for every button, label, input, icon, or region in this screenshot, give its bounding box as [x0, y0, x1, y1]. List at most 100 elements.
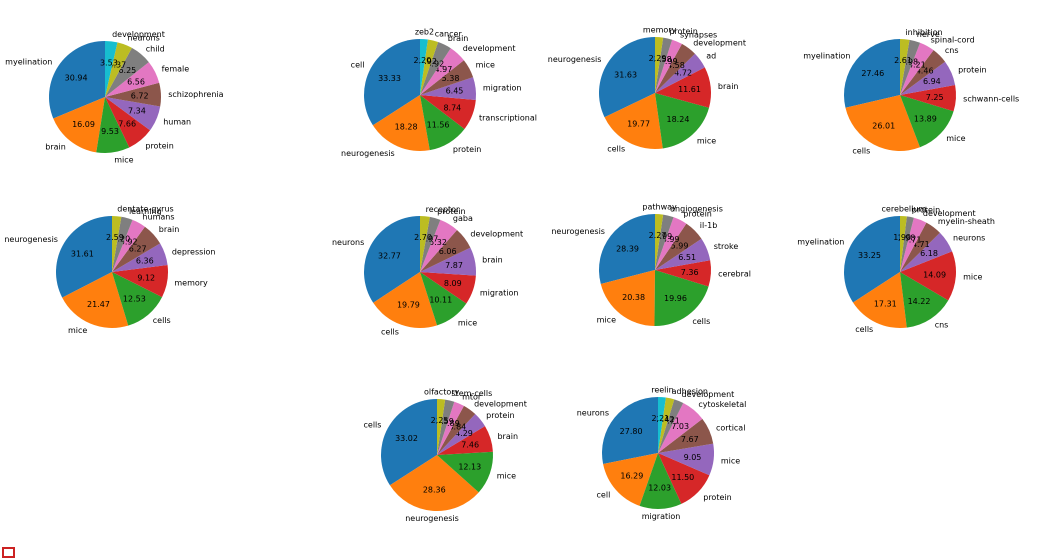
pie-slice-cells — [380, 399, 437, 486]
slice-value: 7.67 — [681, 435, 699, 444]
slice-label: development — [693, 38, 746, 47]
pie-slice-neurogenesis — [56, 216, 112, 298]
slice-label: dentate-gyrus — [117, 205, 173, 214]
slice-value: 6.56 — [127, 77, 145, 86]
pie-slice-neurogenesis — [598, 214, 655, 284]
slice-label: olfactory — [424, 388, 460, 397]
slice-label: human — [163, 118, 191, 127]
slice-value: 6.51 — [678, 253, 696, 262]
slice-value: 2.42 — [657, 415, 675, 424]
slice-value: 28.36 — [423, 485, 446, 494]
pie-slice-il-1b — [655, 223, 702, 270]
pie-slice-migration — [639, 453, 682, 509]
pie-slice-cells — [845, 95, 920, 152]
pie-slice-brain — [420, 42, 451, 95]
slice-value: 5.38 — [442, 74, 460, 83]
slice-value: 7.25 — [926, 93, 944, 102]
slice-label: mice — [497, 472, 516, 481]
slice-value: 8.09 — [444, 279, 462, 288]
slice-value: 12.53 — [123, 294, 146, 303]
pie-slice-brain — [420, 247, 477, 276]
pie-slice-mice — [600, 270, 655, 326]
slice-value: 2.89 — [442, 419, 460, 428]
pie-slice-brain — [53, 97, 105, 153]
pie-slice-cns — [900, 272, 949, 328]
slice-value: 18.28 — [395, 123, 418, 132]
pie-slice-cerebellum — [900, 216, 907, 272]
pie-slice-protein — [900, 61, 956, 95]
slice-value: 19.79 — [397, 301, 420, 310]
slice-label: humans — [142, 212, 174, 221]
pie-slice-development — [658, 399, 684, 453]
slice-value: 5.32 — [429, 238, 447, 247]
pie-slice-migration — [420, 77, 476, 101]
slice-value: 5.99 — [671, 241, 689, 250]
slice-label: development — [474, 400, 527, 409]
slice-label: mtor — [462, 393, 482, 402]
slice-value: 26.01 — [872, 121, 895, 130]
slice-label: neurons — [127, 34, 159, 43]
pie-slice-mice — [655, 93, 710, 149]
slice-value: 19.77 — [627, 119, 650, 128]
slice-value: 2.21 — [652, 414, 670, 423]
slice-value: 4.46 — [916, 66, 934, 75]
slice-value: 8.74 — [443, 103, 461, 112]
slice-label: cell — [597, 490, 611, 499]
pie-slice-mice — [420, 60, 474, 95]
pie-slice-angiogenesis — [655, 214, 674, 270]
slice-label: mice — [458, 318, 477, 327]
slice-value: 7.03 — [671, 422, 689, 431]
slice-label: depression — [172, 247, 216, 256]
slice-label: memory — [643, 26, 677, 35]
slice-label: brain — [45, 143, 66, 152]
slice-label: cells — [381, 327, 399, 336]
slice-value: 30.94 — [65, 74, 88, 83]
pie-slice-development — [105, 41, 118, 97]
slice-label: cells — [364, 420, 382, 429]
slice-label: adhesion — [672, 387, 708, 396]
slice-label: cortical — [716, 423, 745, 432]
slice-value: 7.66 — [118, 120, 136, 129]
slice-label: il-1b — [700, 221, 718, 230]
pie-chart-7: 28.39 neurogenesis 20.38 mice 19.96 cells 7.36… — [505, 165, 805, 379]
slice-value: 3.99 — [662, 235, 680, 244]
pie-slice-cell — [364, 39, 420, 126]
pie-slice-child — [105, 47, 149, 97]
slice-value: 6.06 — [439, 247, 457, 256]
pie-slice-stroke — [655, 238, 711, 270]
slice-value: 6.72 — [131, 91, 149, 100]
slice-value: 11.50 — [671, 473, 694, 482]
slice-label: protein — [453, 145, 481, 154]
slice-label: protein — [145, 142, 173, 151]
slice-value: 7.34 — [128, 106, 146, 115]
slice-value: 33.02 — [395, 434, 418, 443]
pie-svg-2: 33.33 cell 18.28 neurogenesis 11.56 protein 8.… — [341, 28, 537, 158]
slice-label: myelination — [5, 58, 52, 67]
slice-value: 6.18 — [920, 249, 938, 258]
slice-label: neurons — [577, 409, 609, 418]
pie-slice-migration — [420, 272, 476, 304]
slice-value: 2.58 — [654, 55, 672, 64]
slice-value: 2.29 — [649, 54, 667, 63]
pie-slice-brain — [655, 67, 712, 108]
pie-chart-4: 27.46 myelination 26.01 cells 13.89 mice 7.25 s… — [750, 0, 1042, 204]
pie-slice-mice — [437, 451, 494, 493]
pie-slice-learning — [112, 216, 133, 272]
pie-svg-7: 28.39 neurogenesis 20.38 mice 19.96 cells 7.36… — [551, 203, 751, 327]
slice-label: development — [463, 44, 516, 53]
pie-slice-cells — [853, 272, 907, 329]
slice-value: 2.27 — [649, 231, 667, 240]
slice-value: 14.22 — [908, 297, 931, 306]
pie-slice-cells — [654, 270, 709, 327]
slice-label: nerve — [917, 30, 940, 39]
pie-chart-6: 32.77 neurons 19.79 cells 10.11 mice 8.09 migra… — [270, 167, 570, 381]
pie-slice-myelination — [843, 39, 900, 108]
slice-label: myelin-sheath — [938, 217, 995, 226]
slice-label: protein — [486, 411, 514, 420]
slice-label: stem-cells — [451, 389, 492, 398]
slice-label: cells — [607, 145, 625, 154]
slice-label: cerebral — [718, 270, 751, 279]
pie-slice-adhesion — [658, 397, 675, 453]
pie-slice-protein — [420, 216, 441, 272]
pie-slice-memory — [655, 37, 664, 93]
